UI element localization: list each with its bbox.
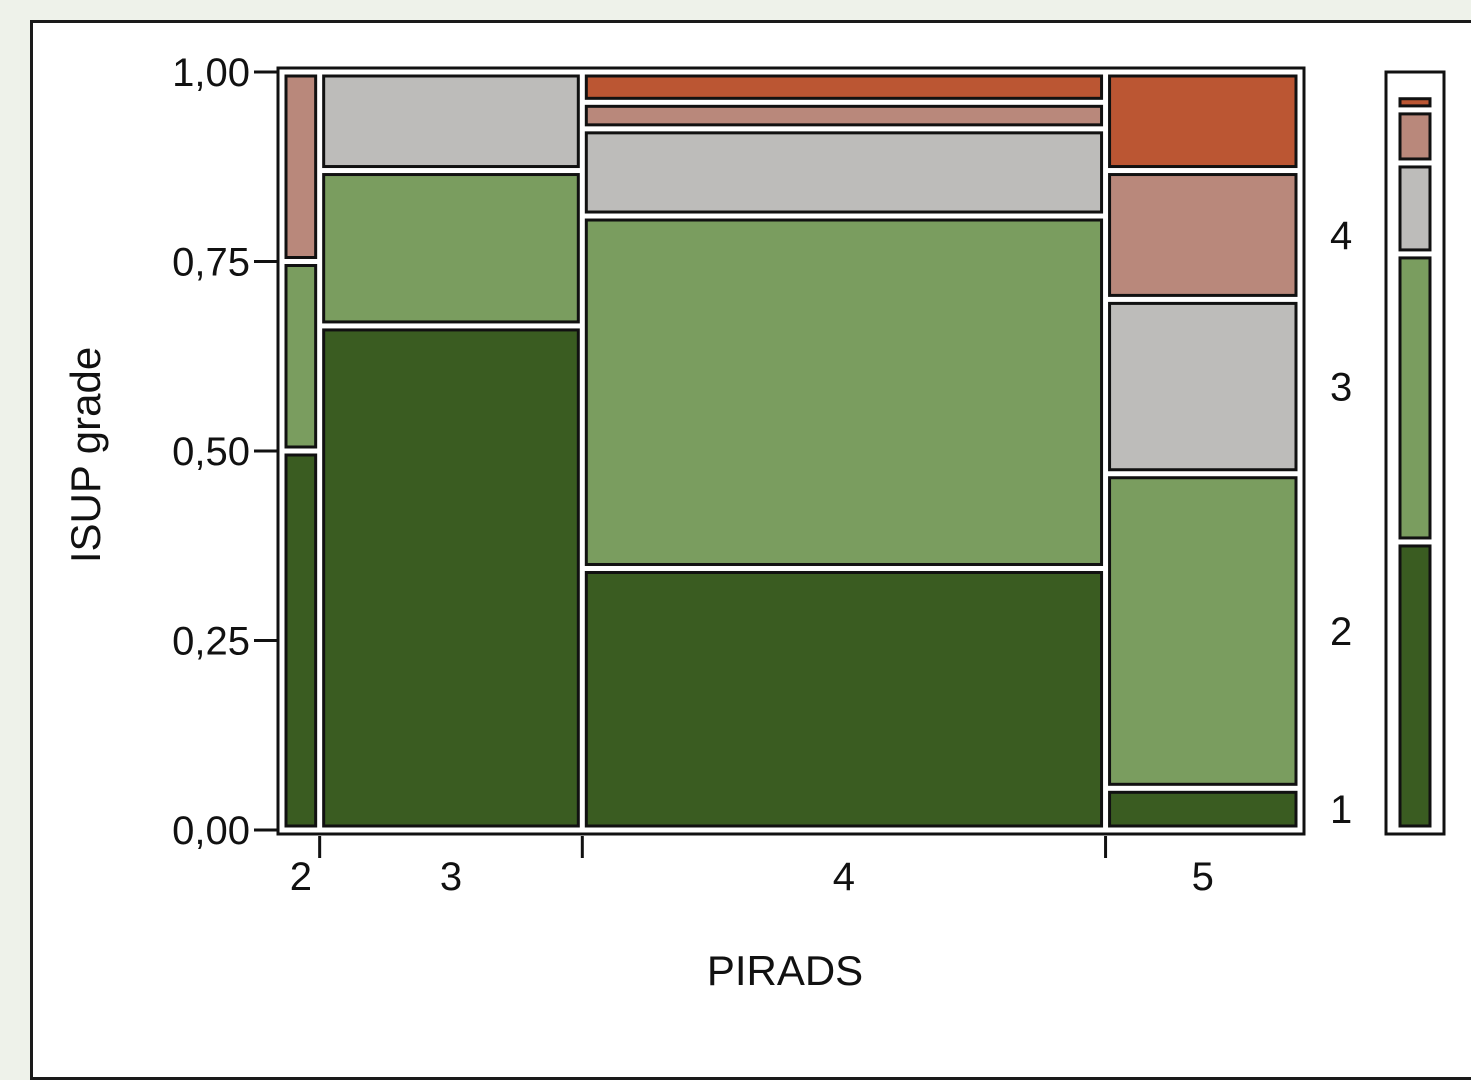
x-tick-label-4: 4 [833,855,855,899]
mosaic-tile-pirads-5-isup-1 [1108,790,1298,828]
marginal-bar [1384,70,1446,836]
x-tick-label-3: 3 [440,855,462,899]
mosaic-chart: 0,00 0,25 0,50 0,75 1,00 2 3 4 5 1 2 3 4 PIRADS ISUP… [62,51,1446,994]
labels: 0,00 0,25 0,50 0,75 1,00 2 3 4 5 1 2 3 4 [172,51,1352,899]
mosaic-tile-pirads-3-isup-1 [322,328,580,828]
mosaic-tile-pirads-3-isup-3 [322,74,580,169]
x-axis-title: PIRADS [707,947,863,994]
mosaic-tile-pirads-5-isup-3 [1108,301,1298,472]
mosaic-tile-pirads-4-isup-2 [584,218,1104,566]
x-tick-label-5: 5 [1192,855,1214,899]
marginal-segment-4 [1398,112,1432,161]
marginal-segment-3 [1398,165,1432,252]
marginal-segment-2 [1398,256,1432,540]
y-tick-label: 1,00 [172,51,250,95]
right-label-isup-2: 2 [1330,610,1352,654]
marginal-segment-5 [1398,97,1432,108]
y-axis-title: ISUP grade [62,347,109,563]
mosaic-tile-pirads-4-isup-3 [584,131,1104,214]
marginal-segment-1 [1398,544,1432,828]
mosaic-tile-pirads-2-isup-1 [284,453,318,828]
mosaic-tile-pirads-5-isup-4 [1108,173,1298,297]
mosaic-tile-pirads-2-isup-4 [284,74,318,259]
right-label-isup-1: 1 [1330,788,1352,832]
mosaic-tile-pirads-4-isup-4 [584,104,1104,127]
y-tick-label: 0,00 [172,809,250,853]
mosaic-tile-pirads-3-isup-2 [322,173,580,324]
right-label-isup-3: 3 [1330,366,1352,410]
right-label-isup-4: 4 [1330,214,1352,258]
mosaic-tile-pirads-2-isup-2 [284,264,318,449]
mosaic-tile-pirads-4-isup-1 [584,570,1104,828]
mosaic-tile-pirads-5-isup-5 [1108,74,1298,169]
y-tick-label: 0,50 [172,430,250,474]
mosaic-tile-pirads-5-isup-2 [1108,476,1298,786]
mosaic-tiles [276,66,1306,836]
axes [254,68,1108,858]
y-tick-label: 0,25 [172,620,250,664]
x-tick-label-2: 2 [290,855,312,899]
y-tick-label: 0,75 [172,241,250,285]
mosaic-tile-pirads-4-isup-5 [584,74,1104,100]
